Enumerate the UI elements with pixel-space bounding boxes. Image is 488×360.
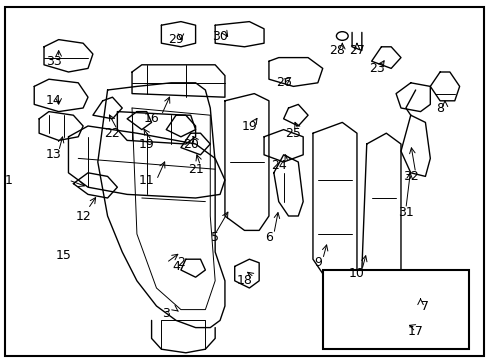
Text: 15: 15 (56, 249, 71, 262)
Text: 17: 17 (407, 325, 423, 338)
Text: 27: 27 (348, 44, 364, 57)
Text: 22: 22 (104, 127, 120, 140)
Text: 10: 10 (348, 267, 364, 280)
Text: 28: 28 (329, 44, 345, 57)
Text: 2: 2 (177, 256, 184, 269)
Text: 6: 6 (264, 231, 272, 244)
Text: 24: 24 (270, 159, 286, 172)
Bar (322, 270, 468, 349)
Text: 25: 25 (285, 127, 301, 140)
Text: 5: 5 (211, 231, 219, 244)
Text: 26: 26 (275, 76, 291, 89)
Text: 19: 19 (241, 120, 257, 132)
Text: 20: 20 (183, 138, 198, 150)
Text: 31: 31 (397, 206, 413, 219)
Text: 18: 18 (236, 274, 252, 287)
Text: 4: 4 (172, 260, 180, 273)
Text: 19: 19 (139, 138, 154, 150)
Text: 14: 14 (46, 94, 61, 107)
Text: 23: 23 (368, 62, 384, 75)
Text: 33: 33 (46, 55, 61, 68)
Text: 3: 3 (162, 307, 170, 320)
Text: 16: 16 (143, 112, 159, 125)
Text: 9: 9 (313, 256, 321, 269)
Text: 21: 21 (187, 163, 203, 176)
Text: 30: 30 (212, 30, 227, 42)
Text: 8: 8 (435, 102, 443, 114)
Text: 12: 12 (75, 210, 91, 222)
Text: 11: 11 (139, 174, 154, 186)
Text: 29: 29 (168, 33, 183, 46)
Text: 32: 32 (402, 170, 418, 183)
Text: 7: 7 (421, 300, 428, 312)
Text: 1: 1 (5, 174, 13, 186)
Text: 13: 13 (46, 148, 61, 161)
